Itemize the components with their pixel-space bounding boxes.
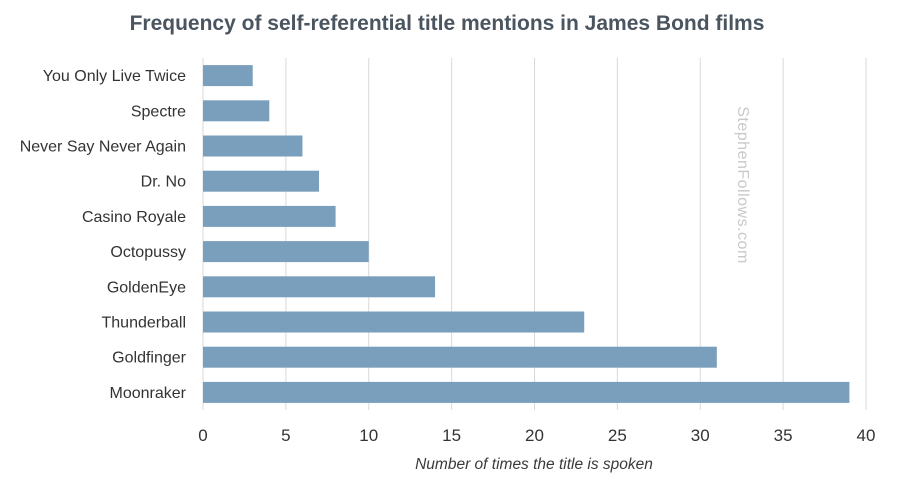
x-tick-label: 15: [442, 426, 461, 445]
x-axis-ticks: 0 5 10 15 20 25 30 35 40: [198, 426, 875, 445]
chart-title: Frequency of self-referential title ment…: [130, 12, 765, 35]
x-axis-title: Number of times the title is spoken: [415, 456, 653, 473]
watermark: StephenFollows.com: [734, 106, 751, 264]
category-label: You Only Live Twice: [43, 68, 186, 85]
category-label: Never Say Never Again: [20, 139, 186, 156]
x-tick-label: 40: [857, 426, 876, 445]
bar: [203, 135, 303, 157]
bar: [203, 170, 320, 192]
category-label: Spectre: [131, 103, 186, 120]
bar: [203, 100, 270, 122]
x-tick-label: 10: [359, 426, 378, 445]
category-label: Goldfinger: [112, 350, 186, 367]
category-label: Casino Royale: [82, 209, 186, 226]
bars: [203, 65, 850, 403]
x-tick-label: 30: [691, 426, 710, 445]
category-label: Thunderball: [102, 315, 187, 332]
x-tick-label: 5: [281, 426, 290, 445]
bar: [203, 311, 585, 333]
x-tick-label: 35: [774, 426, 793, 445]
bar: [203, 381, 850, 403]
category-label: GoldenEye: [107, 279, 186, 296]
gridlines: [202, 58, 867, 410]
bar: [203, 65, 253, 87]
x-tick-label: 25: [608, 426, 627, 445]
category-labels: You Only Live Twice Spectre Never Say Neve…: [20, 68, 187, 402]
bar: [203, 346, 717, 368]
x-tick-label: 0: [198, 426, 207, 445]
category-label: Moonraker: [110, 385, 187, 402]
bar: [203, 205, 336, 227]
bar: [203, 276, 436, 298]
category-label: Octopussy: [110, 244, 186, 261]
bar: [203, 241, 369, 263]
category-label: Dr. No: [141, 174, 186, 191]
x-tick-label: 20: [525, 426, 544, 445]
